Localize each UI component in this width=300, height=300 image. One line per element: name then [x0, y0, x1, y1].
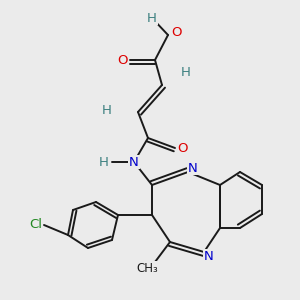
Text: Cl: Cl: [29, 218, 43, 232]
Text: H: H: [181, 65, 191, 79]
Text: H: H: [99, 155, 109, 169]
Text: O: O: [178, 142, 188, 154]
Text: CH₃: CH₃: [136, 262, 158, 275]
Text: N: N: [204, 250, 214, 262]
Text: H: H: [102, 103, 112, 116]
Text: O: O: [117, 53, 127, 67]
Text: O: O: [171, 26, 181, 40]
Text: N: N: [129, 155, 139, 169]
Text: N: N: [188, 161, 198, 175]
Text: H: H: [147, 11, 157, 25]
